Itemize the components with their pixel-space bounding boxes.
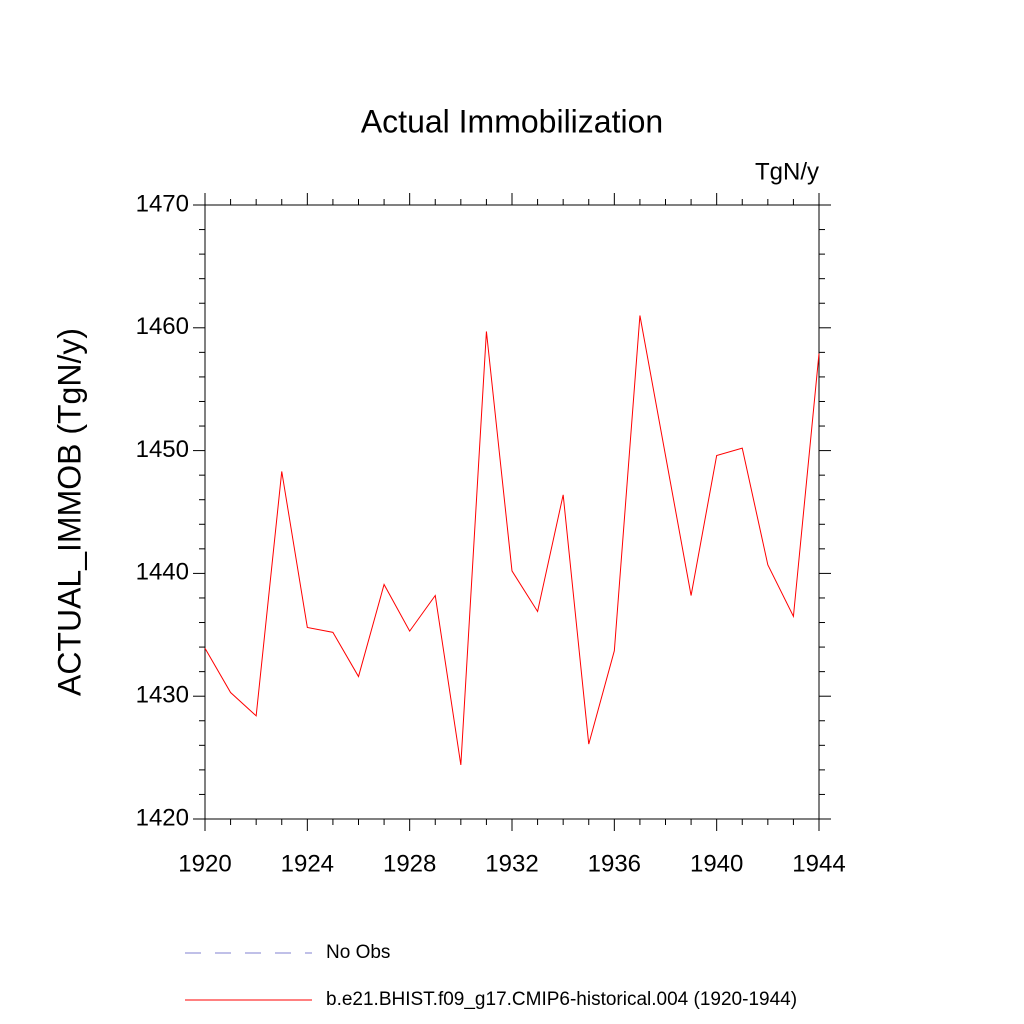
x-tick-label: 1920 <box>178 850 231 877</box>
data-line <box>204 315 820 766</box>
y-tick-label: 1450 <box>136 436 189 463</box>
legend-label: b.e21.BHIST.f09_g17.CMIP6-historical.004… <box>326 989 797 1010</box>
plot-frame <box>204 204 820 820</box>
y-axis-label: ACTUAL_IMMOB (TgN/y) <box>51 328 87 696</box>
x-tick-label: 1936 <box>588 850 641 877</box>
x-tick-label: 1932 <box>485 850 538 877</box>
y-tick-label: 1440 <box>136 559 189 586</box>
legend-label: No Obs <box>326 942 390 963</box>
x-tick-label: 1944 <box>792 850 845 877</box>
y-tick-label: 1460 <box>136 313 189 340</box>
x-tick-label: 1928 <box>383 850 436 877</box>
y-tick-label: 1470 <box>136 190 189 217</box>
units-label: TgN/y <box>755 158 819 185</box>
y-tick-label: 1430 <box>136 682 189 709</box>
x-tick-label: 1940 <box>690 850 743 877</box>
chart-title: Actual Immobilization <box>361 103 663 139</box>
y-tick-label: 1420 <box>136 804 189 831</box>
x-tick-label: 1924 <box>281 850 334 877</box>
